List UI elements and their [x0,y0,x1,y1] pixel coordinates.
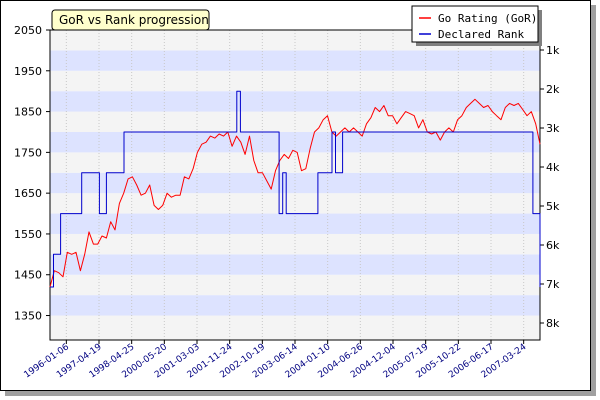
title-background [51,9,210,31]
legend: Go Rating (GoR) Declared Rank [411,5,542,46]
plot-bands [50,30,540,340]
plot-band [50,91,540,112]
legend-label-gor: Go Rating (GoR) [438,12,537,25]
left-tick-label: 1650 [14,187,42,200]
right-axis-ticks: 1k 2k 3k 4k 5k 6k 7k 8k [540,44,560,330]
chart-title-box: GoR vs Rank progression [51,9,210,31]
left-tick-label: 1350 [14,310,42,323]
series-line-declared-rank [50,90,541,288]
plot-band [50,213,540,234]
legend-label-rank: Declared Rank [438,28,524,41]
series-line-go-rating [49,98,541,288]
right-tick-label: 3k [546,122,560,135]
right-tick-label: 5k [546,200,560,213]
right-tick-label: 4k [546,161,560,174]
left-tick-label: 1950 [14,65,42,78]
plot-band [50,172,540,194]
right-tick-label: 8k [546,317,560,330]
right-tick-label: 1k [546,44,560,57]
left-tick-label: 1850 [14,106,42,119]
plot-band [50,335,540,340]
left-tick-label: 1550 [14,228,42,241]
plot-band [50,295,540,316]
plot-band [50,70,540,92]
left-axis-ticks: 1350 1450 1550 1650 1750 1850 1950 2050 [14,24,50,323]
right-tick-label: 6k [546,239,560,252]
frame-shadow-bottom [5,391,596,396]
plot-band [50,274,540,296]
plot-band [50,111,540,132]
left-tick-label: 1750 [14,146,42,159]
plot-band [50,193,540,214]
plot-band [50,131,540,153]
left-tick-label: 1450 [14,269,42,282]
chart-title: GoR vs Rank progression [59,13,209,27]
grid-lines [65,30,525,340]
plot-band [50,233,540,255]
right-tick-label: 2k [546,83,560,96]
series-lines [49,90,541,288]
right-tick-label: 7k [546,278,560,291]
frame-shadow-right [591,5,596,396]
legend-box [411,5,539,43]
left-tick-label: 2050 [14,24,42,37]
plot-band [50,315,540,336]
